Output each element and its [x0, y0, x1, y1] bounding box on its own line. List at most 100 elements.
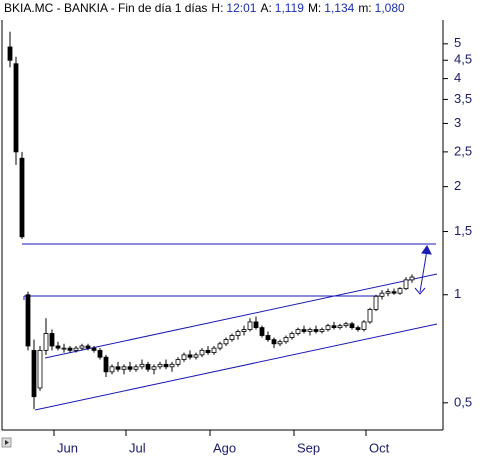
- candle-body: [37, 349, 43, 389]
- y-tick-label: 4,5: [454, 52, 472, 67]
- y-tick-label: 5: [454, 35, 461, 50]
- y-tick-label: 1: [454, 286, 461, 301]
- info-value: 1,119: [275, 1, 304, 15]
- candle-body: [259, 327, 265, 336]
- y-tick-label: 0,5: [454, 394, 472, 409]
- candle-body: [175, 359, 181, 365]
- candle-body: [169, 363, 175, 368]
- candle-body: [391, 291, 397, 294]
- y-tick-label: 2,5: [454, 143, 472, 158]
- annotations: [22, 243, 438, 411]
- candle-body: [199, 349, 205, 356]
- candle-body: [331, 325, 337, 328]
- channel-lower: [34, 323, 438, 411]
- candle-body: [367, 309, 373, 323]
- candle-body: [193, 354, 199, 358]
- y-tick-label: 3: [454, 115, 461, 130]
- arrow-head: [414, 287, 426, 295]
- y-tick-label: 4: [454, 70, 461, 85]
- candle-body: [49, 333, 55, 347]
- candle-body: [241, 329, 247, 332]
- candle-body: [397, 288, 403, 294]
- candle-body: [85, 345, 91, 349]
- candle-body: [133, 366, 139, 370]
- candle-body: [325, 325, 331, 330]
- candle-body: [235, 331, 241, 336]
- candle-body: [205, 349, 211, 353]
- candle-body: [307, 329, 313, 332]
- candle-body: [163, 363, 169, 368]
- candle-body: [127, 366, 133, 370]
- candle-body: [43, 333, 49, 351]
- info-label: M:: [308, 1, 321, 15]
- arrow: [419, 249, 428, 293]
- candle-body: [79, 345, 85, 349]
- candle-body: [283, 337, 289, 343]
- candle-body: [103, 356, 109, 373]
- candle-body: [67, 347, 73, 351]
- chart-title: BKIA.MC - BANKIA - Fin de día 1 días: [4, 1, 207, 15]
- candle-body: [55, 345, 61, 349]
- candle-body: [73, 347, 79, 351]
- info-value: 1,080: [375, 1, 405, 15]
- scroll-arrow: [5, 440, 9, 445]
- candle-body: [355, 327, 361, 330]
- candle-body: [19, 157, 25, 238]
- candle-body: [97, 349, 103, 358]
- candle-body: [247, 321, 253, 330]
- candle-body: [31, 349, 37, 398]
- candle-body: [121, 366, 127, 370]
- candle-body: [403, 279, 409, 290]
- candle-body: [409, 276, 415, 281]
- candle-body: [7, 46, 13, 61]
- candle-body: [337, 325, 343, 328]
- candle-body: [385, 291, 391, 294]
- candle-body: [301, 329, 307, 332]
- candle-body: [223, 339, 229, 345]
- candle-body: [13, 63, 19, 153]
- arrow-head: [421, 245, 432, 255]
- candle-body: [61, 347, 67, 350]
- x-tick-label: Ago: [213, 440, 236, 455]
- x-tick-label: Jun: [57, 440, 78, 455]
- candle-body: [289, 333, 295, 338]
- y-tick-label: 2: [454, 178, 461, 193]
- candle-body: [319, 329, 325, 332]
- chart-header: BKIA.MC - BANKIA - Fin de día 1 días H: 12…: [4, 1, 405, 15]
- candle-body: [361, 321, 367, 330]
- candle-body: [91, 347, 97, 351]
- x-tick-label: Oct: [369, 440, 390, 455]
- candle-body: [145, 363, 151, 370]
- info-value: 12:01: [226, 1, 256, 15]
- x-tick-label: Jul: [129, 440, 146, 455]
- candle-body: [157, 363, 163, 368]
- candle-body: [109, 366, 115, 373]
- candle-body: [25, 294, 31, 347]
- candle-body: [349, 323, 355, 328]
- channel-upper: [44, 273, 438, 359]
- candle-body: [295, 329, 301, 334]
- candle-body: [217, 343, 223, 349]
- candle-body: [277, 341, 283, 345]
- candle-body: [343, 323, 349, 327]
- candle-body: [211, 347, 217, 353]
- candle-body: [181, 354, 187, 360]
- candle-body: [265, 335, 271, 340]
- info-label: A:: [260, 1, 271, 15]
- candle-body: [379, 292, 385, 297]
- y-tick-label: 3,5: [454, 91, 472, 106]
- candle-body: [373, 295, 379, 310]
- info-label: m:: [358, 1, 371, 15]
- candle-body: [151, 366, 157, 370]
- info-value: 1,134: [324, 1, 354, 15]
- candle-body: [313, 329, 319, 332]
- candle-body: [271, 339, 277, 345]
- candle-body: [115, 366, 121, 370]
- candle-body: [253, 321, 259, 328]
- candle-body: [139, 363, 145, 368]
- info-label: H:: [211, 1, 223, 15]
- candle-body: [187, 354, 193, 358]
- x-tick-label: Sep: [297, 440, 320, 455]
